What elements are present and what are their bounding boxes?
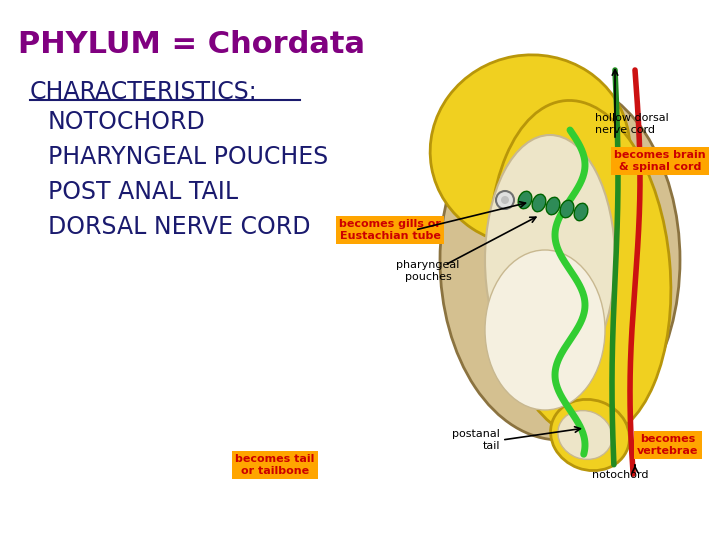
Ellipse shape <box>558 410 612 460</box>
Ellipse shape <box>532 194 546 212</box>
Text: becomes gills or
Eustachian tube: becomes gills or Eustachian tube <box>339 219 441 241</box>
Text: becomes tail
or tailbone: becomes tail or tailbone <box>235 454 315 476</box>
Text: DORSAL NERVE CORD: DORSAL NERVE CORD <box>48 215 310 239</box>
Ellipse shape <box>440 80 680 440</box>
Ellipse shape <box>518 191 532 209</box>
Ellipse shape <box>430 55 630 245</box>
Text: pharyngeal
pouches: pharyngeal pouches <box>396 260 459 281</box>
Text: postanal
tail: postanal tail <box>452 429 500 451</box>
Text: POST ANAL TAIL: POST ANAL TAIL <box>48 180 238 204</box>
Text: hollow dorsal
nerve cord: hollow dorsal nerve cord <box>595 113 669 135</box>
Ellipse shape <box>551 400 629 471</box>
Ellipse shape <box>546 197 560 215</box>
Text: becomes
vertebrae: becomes vertebrae <box>637 434 698 456</box>
Ellipse shape <box>485 135 615 385</box>
Ellipse shape <box>501 196 509 204</box>
Text: notochord: notochord <box>592 470 648 480</box>
Ellipse shape <box>496 191 514 209</box>
Text: PHARYNGEAL POUCHES: PHARYNGEAL POUCHES <box>48 145 328 169</box>
Ellipse shape <box>560 200 574 218</box>
Text: becomes brain
& spinal cord: becomes brain & spinal cord <box>614 150 706 172</box>
Text: NOTOCHORD: NOTOCHORD <box>48 110 206 134</box>
Text: PHYLUM = Chordata: PHYLUM = Chordata <box>18 30 365 59</box>
Ellipse shape <box>489 100 671 440</box>
Text: CHARACTERISTICS:: CHARACTERISTICS: <box>30 80 258 104</box>
Ellipse shape <box>574 203 588 221</box>
Ellipse shape <box>485 250 605 410</box>
